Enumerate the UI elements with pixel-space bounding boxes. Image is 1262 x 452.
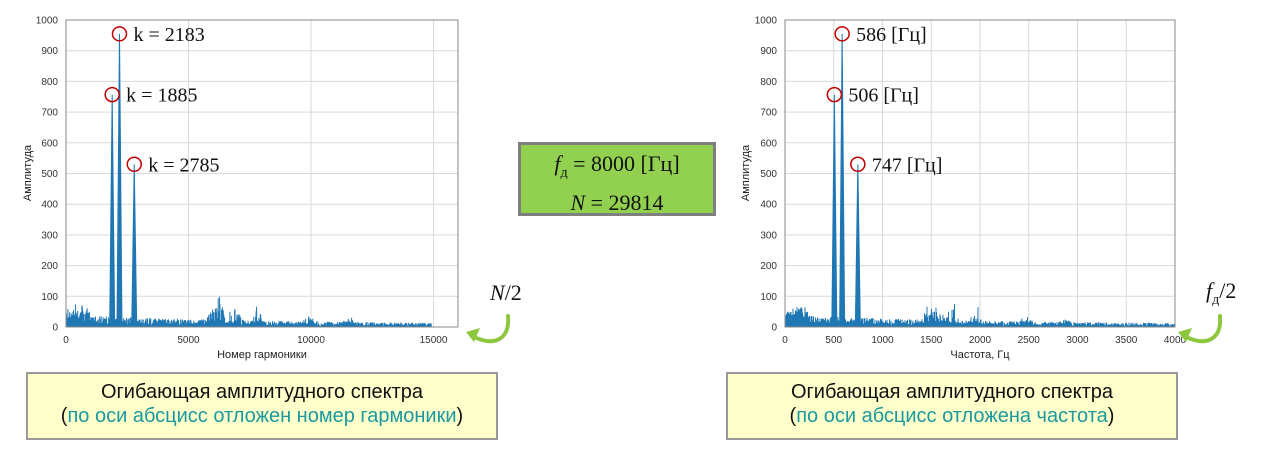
y-tick-label: 0 — [52, 323, 58, 334]
x-tick-label: 2500 — [1018, 335, 1041, 346]
y-tick-label: 100 — [41, 292, 58, 303]
x-tick-label: 10000 — [297, 335, 325, 346]
peak-line — [116, 33, 123, 328]
y-tick-label: 400 — [41, 200, 58, 211]
peak-marker — [104, 86, 120, 103]
y-tick-label: 500 — [760, 169, 777, 180]
x-tick-label: 3000 — [1066, 335, 1089, 346]
left-caption-line2: (по оси абсцисс отложен номер гармоники) — [60, 405, 464, 427]
peak-label: k = 1885 — [126, 85, 197, 107]
y-tick-label: 200 — [760, 261, 777, 272]
left-edge-label: N/2 — [490, 280, 522, 305]
y-tick-label: 1000 — [755, 16, 778, 27]
y-tick-label: 400 — [760, 200, 777, 211]
y-tick-label: 600 — [41, 138, 58, 149]
peak-line — [131, 164, 138, 328]
chart-right: 0 500 1000 1500 2000 2500 3000 3500 4000 0 100 200 3… — [740, 16, 1187, 362]
x-tick-label: 500 — [825, 335, 842, 346]
left-caption-line1: Огибающая амплитудного спектра — [100, 381, 424, 403]
y-tick-label: 800 — [760, 77, 777, 88]
right-caption-line2: (по оси абсцисс отложена частота) — [789, 405, 1115, 427]
right-caption: Огибающая амплитудного спектра (по оси а… — [726, 372, 1178, 440]
grid — [65, 19, 458, 328]
x-tick-label: 2000 — [969, 335, 992, 346]
peak-line — [109, 94, 116, 328]
plot-frame — [65, 19, 459, 328]
sampling-frequency: fд = 8000 [Гц] — [554, 151, 680, 181]
x-axis-label: Частота, Гц — [950, 349, 1010, 361]
x-tick-label: 4000 — [1164, 335, 1187, 346]
y-tick-label: 700 — [760, 108, 777, 119]
right-arrow-icon — [1178, 314, 1223, 344]
peak-marker — [834, 26, 850, 42]
sample-count: N = 29814 — [570, 190, 664, 216]
plot-frame — [784, 19, 1176, 328]
peak-line — [831, 94, 838, 328]
peak-line — [839, 33, 846, 328]
peak-marker — [850, 156, 866, 173]
x-tick-label: 0 — [782, 335, 788, 346]
peak-label: 506 [Гц] — [848, 85, 919, 107]
peak-label: 747 [Гц] — [872, 154, 943, 176]
tick-labels: 0 5000 10000 15000 0 100 200 300 400 500 600 700 800… — [36, 16, 448, 347]
chart-left: 0 5000 10000 15000 0 100 200 300 400 500 600 700 800… — [22, 16, 459, 361]
x-tick-label: 1500 — [920, 335, 943, 346]
peak-line — [854, 164, 861, 328]
right-edge-label: fд/2 — [1206, 278, 1237, 308]
peak-label: k = 2785 — [148, 154, 219, 176]
peak-marker — [126, 156, 142, 173]
y-tick-label: 700 — [41, 108, 58, 119]
y-tick-label: 500 — [41, 169, 58, 180]
right-caption-line1: Огибающая амплитудного спектра — [790, 381, 1114, 403]
peak-label: k = 2183 — [133, 24, 204, 46]
left-caption: Огибающая амплитудного спектра (по оси а… — [26, 372, 498, 440]
x-tick-label: 5000 — [177, 335, 200, 346]
peak-markers: k = 1885 k = 2183 k = 2785 — [104, 24, 220, 176]
peak-label: 586 [Гц] — [856, 24, 927, 46]
y-axis-label: Амплитуда — [740, 144, 752, 201]
y-axis-label: Амплитуда — [22, 144, 34, 201]
y-tick-label: 900 — [760, 46, 777, 57]
tick-labels: 0 500 1000 1500 2000 2500 3000 3500 4000 0 100 200 3… — [755, 16, 1187, 347]
peak-marker — [826, 86, 843, 103]
left-arrow-icon — [466, 314, 511, 344]
y-tick-label: 300 — [41, 230, 58, 241]
y-tick-label: 900 — [41, 46, 58, 57]
x-tick-label: 3500 — [1115, 335, 1138, 346]
peak-marker — [111, 26, 128, 42]
sampling-params-box: fд = 8000 [Гц] N = 29814 — [518, 142, 716, 216]
peak-markers: 506 [Гц] 586 [Гц] 747 [Гц] — [826, 24, 943, 176]
x-tick-label: 1000 — [871, 335, 894, 346]
spectrum-series — [65, 33, 432, 328]
spectrum-series — [784, 33, 1176, 328]
y-tick-label: 200 — [41, 261, 58, 272]
y-tick-label: 300 — [760, 230, 777, 241]
x-axis-label: Номер гармоники — [217, 349, 307, 361]
y-tick-label: 1000 — [36, 16, 59, 27]
y-tick-label: 0 — [771, 323, 777, 334]
y-tick-label: 800 — [41, 77, 58, 88]
x-tick-label: 0 — [63, 335, 69, 346]
y-tick-label: 100 — [760, 292, 777, 303]
x-tick-label: 15000 — [420, 335, 448, 346]
y-tick-label: 600 — [760, 138, 777, 149]
